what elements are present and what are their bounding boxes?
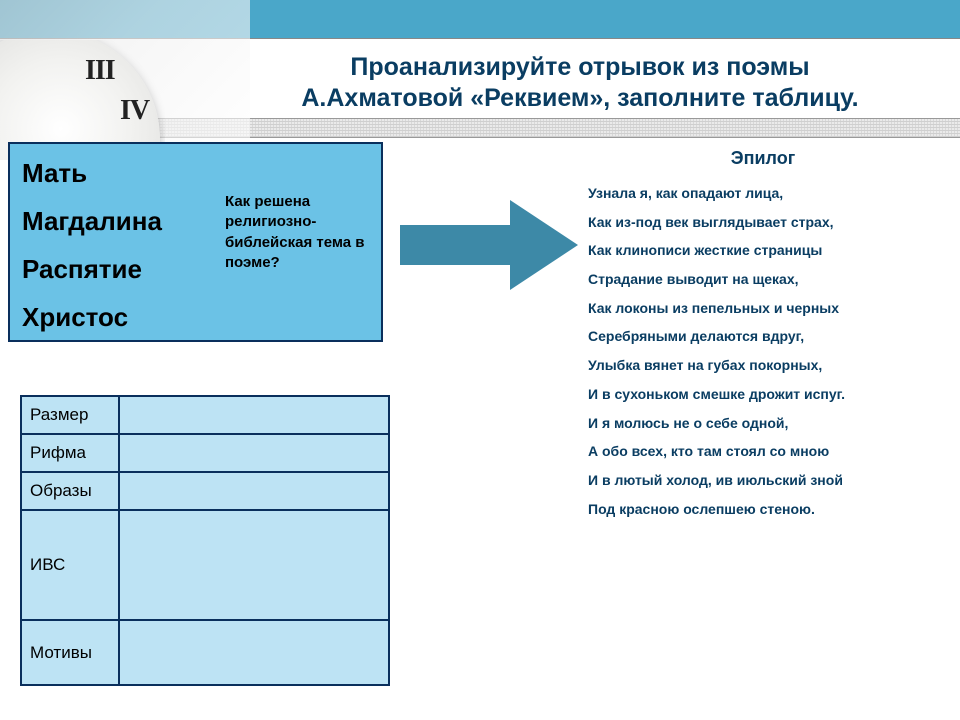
slide-heading: Проанализируйте отрывок из поэмы А.Ахмат…: [220, 52, 940, 115]
table-row: Размер: [21, 396, 389, 434]
table-row: ИВС: [21, 510, 389, 620]
table-row: Образы: [21, 472, 389, 510]
table-value: [119, 620, 389, 685]
blue-box-item: Христос: [22, 293, 162, 341]
poem-line: Как клинописи жесткие страницы: [588, 236, 938, 265]
poem-line: Улыбка вянет на губах покорных,: [588, 351, 938, 380]
poem-line: Под красною ослепшею стеною.: [588, 495, 938, 524]
table-row: Мотивы: [21, 620, 389, 685]
table-label: Рифма: [21, 434, 119, 472]
poem-line: И в лютый холод, ив июльский зной: [588, 466, 938, 495]
roman-numeral: IV: [120, 95, 149, 127]
arrow-icon: [400, 195, 580, 295]
poem-line: И в сухоньком смешке дрожит испуг.: [588, 380, 938, 409]
poem-line: Серебряными делаются вдруг,: [588, 322, 938, 351]
analysis-table: РазмерРифмаОбразыИВСМотивы: [20, 395, 390, 686]
blue-box-list: МатьМагдалинаРаспятиеХристос: [22, 149, 162, 341]
blue-box-item: Распятие: [22, 245, 162, 293]
table-label: ИВС: [21, 510, 119, 620]
poem-title: Эпилог: [588, 148, 938, 169]
blue-box-item: Мать: [22, 149, 162, 197]
poem-line: Узнала я, как опадают лица,: [588, 179, 938, 208]
blue-box-question: Как решена религиозно-библейская тема в …: [225, 192, 380, 273]
poem-line: А обо всех, кто там стоял со мною: [588, 437, 938, 466]
poem-line: Как локоны из пепельных и черных: [588, 294, 938, 323]
table-value: [119, 510, 389, 620]
table-row: Рифма: [21, 434, 389, 472]
poem-line: И я молюсь не о себе одной,: [588, 409, 938, 438]
poem-line: Как из-под век выглядывает страх,: [588, 208, 938, 237]
heading-line: Проанализируйте отрывок из поэмы: [220, 52, 940, 83]
table-value: [119, 434, 389, 472]
table-label: Образы: [21, 472, 119, 510]
poem-block: Эпилог Узнала я, как опадают лица,Как из…: [588, 148, 938, 523]
roman-numeral: III: [85, 55, 115, 87]
blue-box: МатьМагдалинаРаспятиеХристос Как решена …: [8, 142, 383, 342]
table-value: [119, 472, 389, 510]
table-label: Размер: [21, 396, 119, 434]
table-value: [119, 396, 389, 434]
blue-box-item: Магдалина: [22, 197, 162, 245]
heading-line: А.Ахматовой «Реквием», заполните таблицу…: [220, 83, 940, 114]
poem-line: Страдание выводит на щеках,: [588, 265, 938, 294]
table-label: Мотивы: [21, 620, 119, 685]
